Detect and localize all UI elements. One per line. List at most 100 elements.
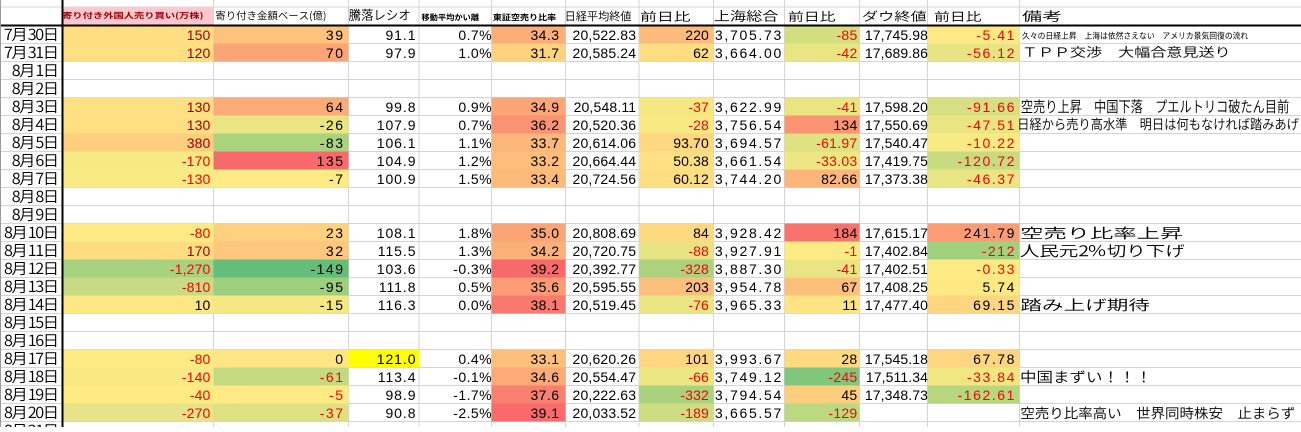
svg-text:-0.33: -0.33 (976, 261, 1016, 277)
svg-text:3,756.54: 3,756.54 (715, 117, 783, 133)
svg-text:37.6: 37.6 (530, 387, 559, 403)
svg-text:20,585.24: 20,585.24 (573, 45, 637, 61)
svg-text:34.6: 34.6 (530, 369, 559, 385)
svg-text:3,665.57: 3,665.57 (715, 405, 783, 421)
svg-text:-37: -37 (320, 405, 345, 421)
svg-text:62: 62 (693, 45, 709, 61)
svg-text:33.7: 33.7 (530, 135, 559, 151)
svg-text:-33.84: -33.84 (967, 369, 1016, 385)
svg-text:10: 10 (195, 297, 211, 313)
svg-text:-7: -7 (329, 171, 344, 187)
svg-text:-66: -66 (688, 369, 709, 385)
svg-text:98.9: 98.9 (385, 387, 416, 403)
svg-text:-270: -270 (182, 405, 211, 421)
svg-text:3,927.91: 3,927.91 (715, 243, 783, 259)
svg-text:-83: -83 (320, 135, 345, 151)
svg-text:17,689.86: 17,689.86 (865, 45, 928, 61)
svg-text:-162.61: -162.61 (958, 387, 1016, 403)
svg-text:203: 203 (685, 279, 709, 295)
svg-text:241.79: 241.79 (964, 225, 1016, 241)
svg-text:17,419.75: 17,419.75 (865, 153, 928, 169)
svg-text:23: 23 (326, 225, 345, 241)
svg-text:3,993.67: 3,993.67 (715, 351, 783, 367)
svg-text:20,595.55: 20,595.55 (573, 279, 637, 295)
svg-text:17,373.38: 17,373.38 (865, 171, 928, 187)
svg-text:20,664.44: 20,664.44 (573, 153, 637, 169)
svg-text:17,615.17: 17,615.17 (865, 225, 928, 241)
svg-text:28: 28 (841, 351, 857, 367)
svg-text:20,222.63: 20,222.63 (573, 387, 637, 403)
svg-text:17,550.69: 17,550.69 (865, 117, 928, 133)
svg-text:-130: -130 (182, 171, 211, 187)
svg-text:99.8: 99.8 (385, 99, 416, 115)
svg-text:93.70: 93.70 (673, 135, 709, 151)
svg-text:67.78: 67.78 (973, 351, 1016, 367)
svg-text:1.8%: 1.8% (458, 225, 492, 241)
svg-text:35.0: 35.0 (530, 225, 559, 241)
svg-text:20,033.52: 20,033.52 (573, 405, 637, 421)
svg-text:-61: -61 (320, 369, 345, 385)
svg-text:-91.66: -91.66 (967, 99, 1016, 115)
svg-text:113.4: 113.4 (378, 369, 417, 385)
svg-text:-1: -1 (845, 243, 858, 259)
svg-text:3,664.00: 3,664.00 (715, 45, 783, 61)
svg-text:-0.1%: -0.1% (453, 369, 492, 385)
svg-text:38.1: 38.1 (530, 297, 559, 313)
svg-text:-76: -76 (688, 297, 709, 313)
svg-text:20,620.26: 20,620.26 (573, 351, 637, 367)
svg-text:-245: -245 (828, 369, 857, 385)
svg-text:17,745.98: 17,745.98 (865, 27, 928, 43)
svg-text:33.4: 33.4 (530, 171, 559, 187)
svg-text:69.15: 69.15 (973, 297, 1016, 313)
svg-text:-810: -810 (182, 279, 211, 295)
svg-text:150: 150 (187, 27, 211, 43)
svg-text:-0.3%: -0.3% (453, 261, 492, 277)
svg-text:5.74: 5.74 (982, 279, 1016, 295)
svg-text:121.0: 121.0 (377, 351, 417, 367)
svg-text:-33.03: -33.03 (816, 153, 857, 169)
svg-text:45: 45 (841, 387, 857, 403)
svg-text:-37: -37 (688, 99, 709, 115)
svg-text:20,614.06: 20,614.06 (573, 135, 637, 151)
svg-text:116.3: 116.3 (378, 297, 417, 313)
svg-text:-120.72: -120.72 (958, 153, 1016, 169)
svg-text:84: 84 (693, 225, 709, 241)
svg-text:-140: -140 (182, 369, 211, 385)
svg-text:0.7%: 0.7% (458, 117, 492, 133)
svg-text:-88: -88 (688, 243, 709, 259)
svg-text:20,522.83: 20,522.83 (573, 27, 637, 43)
svg-text:130: 130 (187, 117, 211, 133)
svg-text:17,598.20: 17,598.20 (865, 99, 928, 115)
svg-text:39.1: 39.1 (530, 405, 559, 421)
svg-text:1.1%: 1.1% (458, 135, 492, 151)
svg-text:-28: -28 (688, 117, 709, 133)
svg-text:184: 184 (833, 225, 857, 241)
svg-text:0.9%: 0.9% (458, 99, 492, 115)
svg-text:20,554.47: 20,554.47 (573, 369, 637, 385)
svg-text:3,705.73: 3,705.73 (715, 27, 783, 43)
svg-text:50.38: 50.38 (673, 153, 709, 169)
svg-text:39.2: 39.2 (530, 261, 559, 277)
svg-text:-15: -15 (320, 297, 345, 313)
svg-text:33.2: 33.2 (530, 153, 559, 169)
svg-text:3,694.57: 3,694.57 (715, 135, 783, 151)
svg-text:35.6: 35.6 (530, 279, 559, 295)
svg-text:17,402.51: 17,402.51 (865, 261, 928, 277)
svg-text:-170: -170 (182, 153, 211, 169)
svg-text:11: 11 (842, 297, 857, 313)
svg-text:-80: -80 (190, 225, 211, 241)
svg-text:107.9: 107.9 (377, 117, 417, 133)
svg-text:20,520.36: 20,520.36 (573, 117, 637, 133)
svg-text:20,392.77: 20,392.77 (573, 261, 637, 277)
svg-text:17,348.73: 17,348.73 (865, 387, 928, 403)
svg-text:-5.41: -5.41 (976, 27, 1016, 43)
svg-text:33.1: 33.1 (530, 351, 559, 367)
svg-text:-80: -80 (190, 351, 211, 367)
svg-text:101: 101 (685, 351, 709, 367)
svg-text:20,720.75: 20,720.75 (573, 243, 637, 259)
svg-text:-2.5%: -2.5% (453, 405, 492, 421)
svg-text:-61.97: -61.97 (816, 135, 857, 151)
svg-text:1.0%: 1.0% (458, 45, 492, 61)
svg-text:3,794.54: 3,794.54 (715, 387, 783, 403)
svg-text:220: 220 (685, 27, 709, 43)
